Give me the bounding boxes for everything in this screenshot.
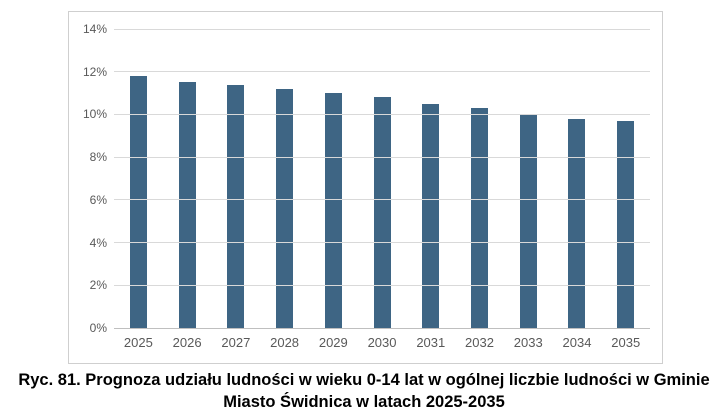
x-axis-label-2030: 2030 [367,335,397,350]
x-axis-label-2029: 2029 [318,335,348,350]
figure-caption-line-2: Miasto Świdnica w latach 2025-2035 [223,393,505,411]
bar-2028 [276,88,294,328]
plot-area: 2025 2026 2027 2028 2029 2030 2031 2032 2033 2034… [83,22,650,350]
bar-2032 [471,108,488,328]
gridline-4pct [114,242,650,244]
x-axis-labels: 2025 2026 2027 2028 2029 2030 2031 2032 2033 2034… [114,335,650,350]
figure-caption-line-1: Ryc. 81. Prognoza udziału ludności w wie… [18,371,710,389]
x-axis-label-2034: 2034 [562,335,592,350]
x-axis-label-2035: 2035 [611,335,641,350]
x-axis-label-2026: 2026 [172,335,202,350]
gridline-10pct [114,113,650,115]
x-axis-label-2028: 2028 [270,335,300,350]
y-axis-tick-label-8pct: 8% [89,150,107,165]
bar-slot-2025 [114,29,163,328]
bar-slot-2026 [163,29,212,328]
x-axis-label-2033: 2033 [513,335,543,350]
figure-caption: Ryc. 81. Prognoza udziału ludności w wie… [0,369,728,413]
gridline-6pct [114,199,650,201]
y-axis-tick-label-0pct: 0% [89,321,107,335]
chart-frame: 2025 2026 2027 2028 2029 2030 2031 2032 2033 2034… [68,11,663,364]
bar-2026 [178,82,196,328]
bar-2027 [227,84,245,328]
y-axis-tick-label-14pct: 14% [82,22,107,36]
bar-slot-2030 [358,29,407,328]
bar-2030 [373,97,391,328]
y-axis-tick-label-10pct: 10% [82,107,107,122]
y-axis-tick-label-4pct: 4% [89,235,107,250]
bar-slot-2031 [406,29,455,328]
bar-2029 [324,93,342,328]
x-axis-label-2025: 2025 [123,335,153,350]
y-axis-tick-label-12pct: 12% [82,64,107,79]
gridline-0pct [114,327,650,329]
bar-2031 [422,103,440,328]
bar-2025 [129,76,147,328]
bar-slot-2034 [553,29,602,328]
x-axis-label-2032: 2032 [465,335,494,350]
gridline-2pct [114,284,650,286]
gridline-14pct [114,28,650,30]
x-axis-label-2027: 2027 [221,335,251,350]
bar-slot-2029 [309,29,358,328]
bar-slot-2033 [504,29,553,328]
gridline-12pct [114,71,650,73]
x-axis-label-2031: 2031 [416,335,446,350]
gridline-8pct [114,156,650,158]
bar-slot-2028 [260,29,309,328]
bar-2033 [519,114,537,328]
bar-slot-2032 [455,29,504,328]
y-axis-tick-label-2pct: 2% [89,278,107,293]
y-axis-tick-label-6pct: 6% [89,192,107,207]
bar-2034 [568,118,586,328]
bars-row [114,29,650,328]
bar-slot-2027 [211,29,260,328]
bar-2035 [617,120,635,328]
bar-slot-2035 [601,29,650,328]
